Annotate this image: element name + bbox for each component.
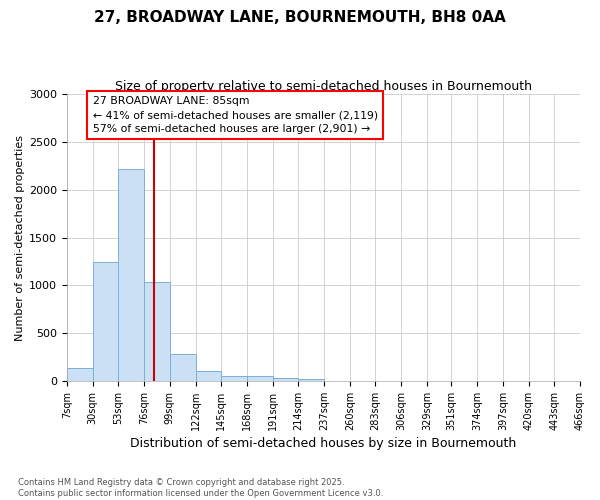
Text: 27, BROADWAY LANE, BOURNEMOUTH, BH8 0AA: 27, BROADWAY LANE, BOURNEMOUTH, BH8 0AA xyxy=(94,10,506,25)
Bar xyxy=(272,378,298,381)
X-axis label: Distribution of semi-detached houses by size in Bournemouth: Distribution of semi-detached houses by … xyxy=(130,437,517,450)
Bar xyxy=(93,262,118,381)
Bar xyxy=(298,379,324,381)
Bar xyxy=(196,372,221,381)
Bar xyxy=(170,354,196,381)
Text: 27 BROADWAY LANE: 85sqm
← 41% of semi-detached houses are smaller (2,119)
57% of: 27 BROADWAY LANE: 85sqm ← 41% of semi-de… xyxy=(93,96,378,134)
Bar xyxy=(144,282,170,381)
Y-axis label: Number of semi-detached properties: Number of semi-detached properties xyxy=(15,134,25,340)
Bar xyxy=(221,376,247,381)
Bar xyxy=(67,368,93,381)
Text: Contains HM Land Registry data © Crown copyright and database right 2025.
Contai: Contains HM Land Registry data © Crown c… xyxy=(18,478,383,498)
Bar xyxy=(247,376,272,381)
Title: Size of property relative to semi-detached houses in Bournemouth: Size of property relative to semi-detach… xyxy=(115,80,532,93)
Bar xyxy=(118,168,144,381)
